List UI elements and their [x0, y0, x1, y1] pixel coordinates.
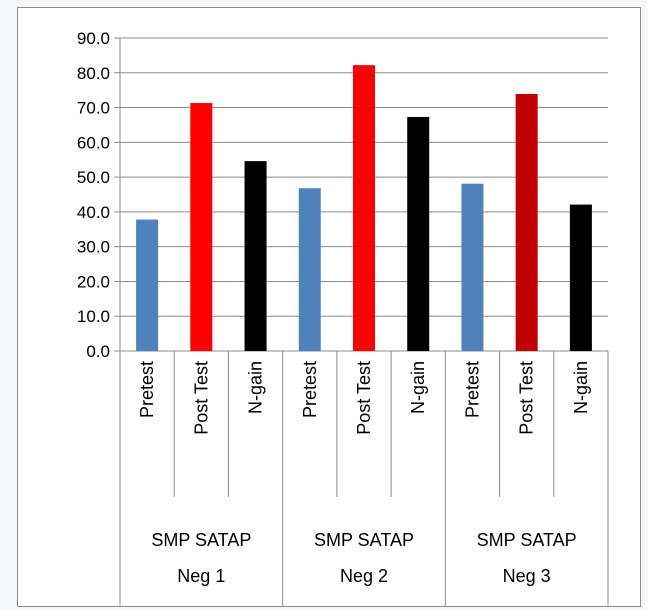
- y-tick-label: 80.0: [77, 64, 110, 83]
- group-label-line2: Neg 3: [503, 566, 551, 586]
- y-tick-label: 30.0: [77, 238, 110, 257]
- bar: [353, 65, 375, 352]
- bar: [136, 219, 159, 351]
- group-label-line1: SMP SATAP: [477, 530, 577, 550]
- bar: [244, 161, 267, 351]
- y-tick-label: 90.0: [77, 29, 110, 48]
- x-category-label: N-gain: [571, 361, 591, 414]
- group-label-line1: SMP SATAP: [314, 530, 414, 550]
- x-category-label: Pretest: [462, 361, 482, 418]
- y-tick-label: 0.0: [86, 342, 110, 361]
- x-category-label: Pretest: [137, 361, 157, 418]
- x-category-label: N-gain: [408, 361, 428, 414]
- x-category-label: Pretest: [300, 361, 320, 418]
- y-tick-label: 10.0: [77, 307, 110, 326]
- x-category-label: Post Test: [191, 361, 211, 435]
- bar: [407, 116, 430, 351]
- y-tick-label: 40.0: [77, 203, 110, 222]
- x-category-label: Post Test: [517, 361, 537, 435]
- bar: [515, 93, 538, 352]
- x-category-label: Post Test: [354, 361, 374, 435]
- group-label-line2: Neg 1: [177, 566, 225, 586]
- bar: [190, 103, 213, 351]
- bar: [569, 204, 592, 351]
- bar: [461, 183, 484, 351]
- bar: [298, 188, 321, 351]
- y-tick-label: 50.0: [77, 168, 110, 187]
- y-tick-label: 60.0: [77, 133, 110, 152]
- y-tick-label: 20.0: [77, 272, 110, 291]
- x-category-label: N-gain: [246, 361, 266, 414]
- group-label-line2: Neg 2: [340, 566, 388, 586]
- group-label-line1: SMP SATAP: [151, 530, 251, 550]
- y-tick-label: 70.0: [77, 99, 110, 118]
